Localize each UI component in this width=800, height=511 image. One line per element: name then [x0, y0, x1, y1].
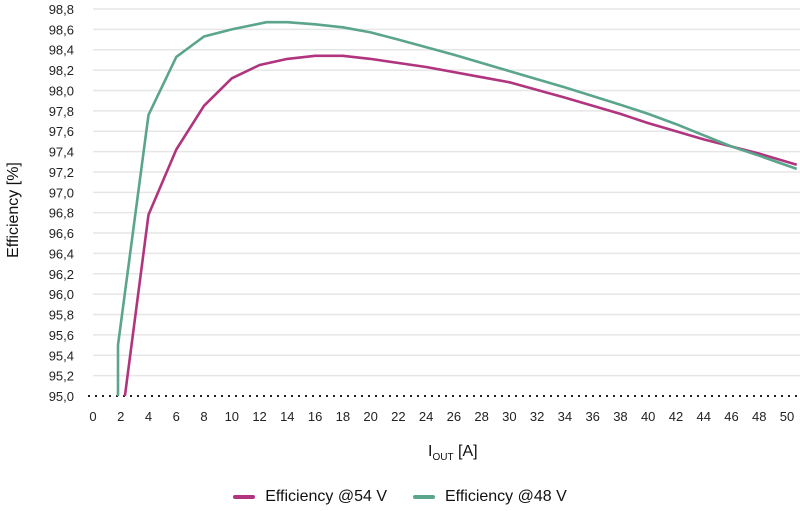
legend-swatch-48v [413, 495, 435, 499]
x-tick-label: 34 [558, 409, 572, 424]
y-tick-label: 97,6 [49, 124, 74, 139]
x-tick-label: 48 [752, 409, 766, 424]
x-tick-label: 30 [502, 409, 516, 424]
x-tick-label: 2 [117, 409, 124, 424]
x-tick-label: 46 [724, 409, 738, 424]
x-tick-label: 32 [530, 409, 544, 424]
x-tick-label: 28 [474, 409, 488, 424]
x-tick-label: 20 [363, 409, 377, 424]
series-line-54v [123, 54, 798, 397]
y-tick-label: 96,2 [49, 267, 74, 282]
y-tick-label: 96,4 [49, 246, 74, 261]
legend-label-48v: Efficiency @48 V [445, 488, 567, 505]
x-tick-label: 40 [641, 409, 655, 424]
y-axis-title: Efficiency [%] [5, 162, 22, 258]
x-axis-title-unit: [A] [454, 443, 478, 460]
x-tick-label: 6 [173, 409, 180, 424]
x-tick-label: 26 [447, 409, 461, 424]
y-tick-label: 95,6 [49, 328, 74, 343]
x-tick-label: 36 [585, 409, 599, 424]
grid-lines [93, 8, 800, 377]
x-tick-label: 38 [613, 409, 627, 424]
x-tick-label: 18 [336, 409, 350, 424]
y-tick-label: 97,0 [49, 185, 74, 200]
y-tick-label: 98,6 [49, 22, 74, 37]
x-axis-ticks: 0 2 4 6 8 10 12 14 16 18 20 22 24 26 28 30 32 34 36 38 40 42 4… [89, 409, 794, 424]
y-axis-ticks: 95,0 95,2 95,4 95,6 95,8 96,0 96,2 96,4 96,6 96,8… [49, 2, 74, 404]
y-tick-label: 97,2 [49, 165, 74, 180]
y-tick-label: 95,8 [49, 308, 74, 323]
legend-swatch-54v [233, 495, 256, 499]
x-tick-label: 12 [252, 409, 266, 424]
series-line-48v [116, 20, 798, 396]
y-tick-label: 98,4 [49, 43, 74, 58]
x-tick-label: 22 [391, 409, 405, 424]
legend-item-48v: Efficiency @48 V [413, 488, 567, 506]
x-axis-title-sub: OUT [432, 452, 453, 463]
y-tick-label: 97,4 [49, 145, 74, 160]
x-axis-title-main: I [428, 443, 432, 460]
x-tick-label: 42 [669, 409, 683, 424]
y-tick-label: 95,2 [49, 369, 74, 384]
legend: Efficiency @54 V Efficiency @48 V [0, 488, 800, 506]
x-tick-label: 0 [89, 409, 96, 424]
x-tick-label: 14 [280, 409, 294, 424]
legend-item-54v: Efficiency @54 V [233, 488, 387, 506]
y-tick-label: 98,8 [49, 2, 74, 17]
y-tick-label: 95,0 [49, 389, 74, 404]
x-tick-label: 24 [419, 409, 433, 424]
x-tick-label: 4 [145, 409, 152, 424]
x-tick-label: 10 [225, 409, 239, 424]
x-axis-title: IOUT [A] [428, 443, 478, 463]
y-tick-label: 96,8 [49, 206, 74, 221]
y-tick-label: 98,2 [49, 63, 74, 78]
y-tick-label: 97,8 [49, 104, 74, 119]
y-tick-label: 96,0 [49, 287, 74, 302]
x-tick-label: 44 [696, 409, 710, 424]
series-lines [116, 20, 798, 397]
legend-label-54v: Efficiency @54 V [265, 488, 387, 505]
x-tick-label: 8 [200, 409, 207, 424]
x-tick-label: 16 [308, 409, 322, 424]
y-tick-label: 95,4 [49, 348, 74, 363]
x-tick-label: 50 [780, 409, 794, 424]
y-tick-label: 96,6 [49, 226, 74, 241]
y-tick-label: 98,0 [49, 83, 74, 98]
